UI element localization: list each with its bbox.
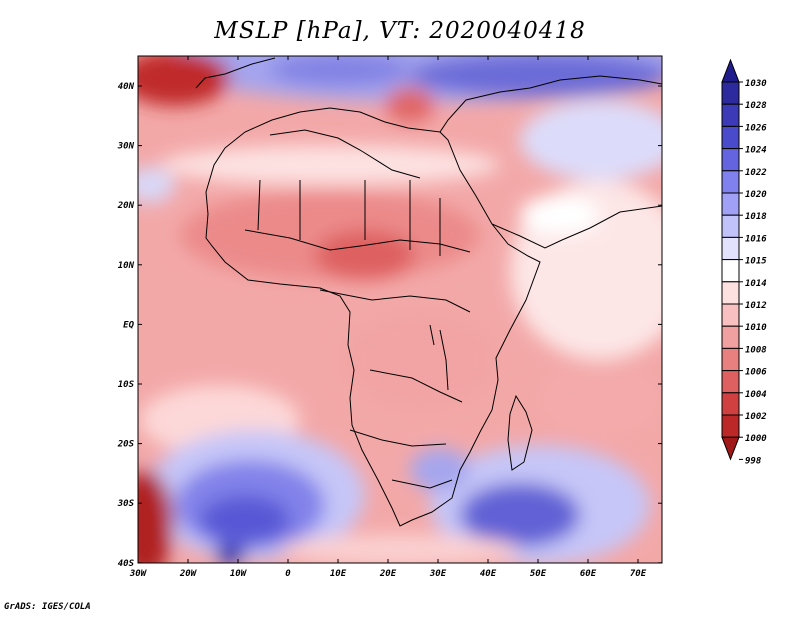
- colorbar-label: 1028: [745, 101, 767, 111]
- lon-label: 20E: [379, 569, 397, 579]
- lon-label: 20W: [179, 569, 198, 579]
- colorbar-swatch: [721, 281, 740, 305]
- colorbar-label: 1000: [745, 434, 767, 444]
- colorbar-label: 1008: [745, 345, 767, 355]
- lat-label: EQ: [123, 320, 134, 330]
- lat-label: 40N: [118, 82, 135, 92]
- colorbar-label: 1020: [745, 190, 767, 200]
- lon-label: 30E: [429, 569, 447, 579]
- colorbar-swatch: [721, 325, 740, 349]
- colorbar-swatch: [721, 192, 740, 216]
- colorbar-swatch: [721, 103, 740, 127]
- lon-label: 60E: [580, 569, 597, 579]
- lat-label: 20N: [117, 201, 135, 211]
- colorbar-top-arrow: [721, 58, 740, 83]
- map-title: MSLP [hPa], VT: 2020040418: [214, 18, 586, 44]
- colorbar-label: 1016: [745, 234, 767, 244]
- colorbar-swatch: [721, 303, 740, 327]
- colorbar-swatch: [721, 259, 740, 283]
- lon-label: 40E: [480, 569, 497, 579]
- lat-label: 10S: [118, 380, 135, 390]
- colorbar-swatch: [721, 125, 740, 150]
- colorbar-label: 1012: [745, 301, 767, 311]
- colorbar-swatch: [721, 170, 740, 194]
- colorbar: 1030 1028 1026 1024 1022 1020 1018 1016 1015 1014…: [721, 58, 767, 466]
- lon-label: 30W: [129, 569, 148, 579]
- colorbar-label: 1015: [745, 257, 767, 267]
- coastline: [195, 57, 662, 527]
- colorbar-swatch: [721, 148, 740, 172]
- colorbar-label: 1006: [745, 368, 767, 378]
- colorbar-label: 1024: [745, 146, 767, 156]
- pressure-field: [138, 56, 662, 563]
- colorbar-label: 1014: [745, 279, 767, 289]
- colorbar-label: 1010: [745, 323, 767, 333]
- map-frame: [137, 55, 663, 564]
- lat-label: 20S: [117, 440, 135, 450]
- colorbar-swatch: [721, 214, 740, 238]
- lat-label: 40S: [118, 559, 135, 569]
- lon-label: 10W: [230, 569, 248, 579]
- colorbar-label: 1026: [745, 123, 767, 133]
- colorbar-swatch: [721, 81, 740, 105]
- lon-label: 10E: [330, 569, 347, 579]
- lon-label: 70E: [630, 569, 647, 579]
- grads-credit: GrADS: IGES/COLA: [4, 602, 91, 612]
- colorbar-bottom-arrow: [721, 436, 740, 461]
- colorbar-swatch: [721, 347, 740, 372]
- colorbar-label: 998: [745, 456, 761, 466]
- colorbar-swatch: [721, 392, 740, 416]
- lat-label: 30N: [117, 142, 135, 152]
- colorbar-label: 1018: [745, 212, 767, 222]
- lat-label: 30S: [117, 499, 135, 509]
- colorbar-swatch: [721, 414, 740, 438]
- lon-label: 50E: [530, 569, 547, 579]
- colorbar-label: 1022: [745, 168, 767, 178]
- colorbar-swatch: [721, 370, 740, 394]
- colorbar-swatch: [721, 236, 740, 261]
- lat-label: 10N: [118, 261, 135, 271]
- colorbar-label: 1002: [745, 412, 767, 422]
- lon-label: 0: [285, 569, 291, 579]
- colorbar-label: 1004: [745, 390, 767, 400]
- colorbar-label: 1030: [745, 79, 767, 89]
